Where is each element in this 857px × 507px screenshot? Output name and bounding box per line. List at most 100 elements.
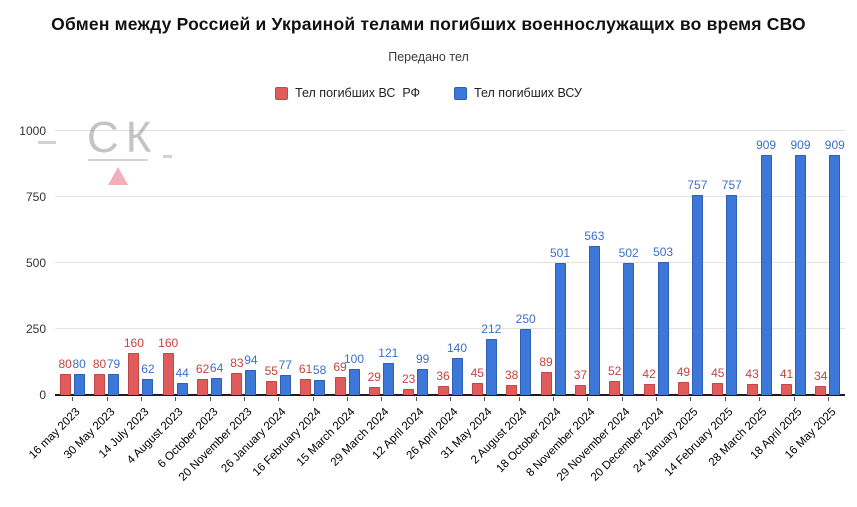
bar-rf-value-label: 62 bbox=[195, 361, 210, 376]
bar-rf-value-label: 160 bbox=[123, 335, 144, 350]
bar-rf-value-label: 69 bbox=[333, 359, 347, 374]
bar-vsu bbox=[588, 246, 600, 395]
bar-vsu bbox=[691, 195, 703, 395]
x-tick bbox=[278, 397, 280, 401]
x-tick bbox=[553, 397, 554, 401]
bar-vsu-value-label: 563 bbox=[584, 229, 605, 244]
bar-vsu-value-label: 502 bbox=[618, 245, 639, 260]
chart-title: Обмен между Россией и Украиной телами по… bbox=[51, 14, 806, 34]
bar-rf-value-label: 61 bbox=[298, 361, 313, 376]
bar-rf-value-label: 52 bbox=[608, 364, 622, 379]
bar-vsu bbox=[279, 374, 291, 395]
x-tick bbox=[587, 397, 589, 401]
bar-rf bbox=[506, 385, 518, 395]
bar-rf-value-label: 23 bbox=[402, 371, 416, 386]
bar-rf bbox=[265, 380, 277, 395]
bar-rf bbox=[643, 383, 655, 395]
y-tick-label: 0 bbox=[39, 388, 46, 402]
x-axis-labels: 16 may 2023 30 May 2023 14 July 2023 4 Augu… bbox=[27, 396, 845, 501]
chart-subtitle: Передано тел bbox=[388, 50, 469, 64]
bar-rf bbox=[712, 383, 724, 395]
bar-rf bbox=[128, 352, 140, 395]
x-tick bbox=[827, 397, 829, 401]
x-tick bbox=[415, 397, 417, 401]
bar-rf bbox=[746, 383, 758, 395]
bar-rf-value-label: 80 bbox=[92, 356, 107, 371]
bar-vsu-value-label: 44 bbox=[175, 366, 189, 381]
x-axis-label: 26 January 2024 bbox=[219, 406, 289, 476]
y-tick-label: 1000 bbox=[19, 124, 46, 138]
y-tick-label: 500 bbox=[25, 256, 46, 270]
bar-vsu bbox=[245, 370, 257, 395]
bar-rf-value-label: 80 bbox=[58, 356, 72, 371]
bar-rf-value-label: 36 bbox=[436, 368, 450, 383]
bar-rf-value-label: 29 bbox=[367, 370, 381, 385]
x-tick bbox=[243, 397, 245, 401]
bar-rf bbox=[781, 384, 792, 395]
bar-rf-value-label: 38 bbox=[505, 368, 519, 382]
bar-rf-value-label: 83 bbox=[230, 356, 244, 371]
bar-rf-value-label: 45 bbox=[711, 366, 725, 381]
bar-vsu-value-label: 99 bbox=[416, 351, 430, 366]
bar-vsu-value-label: 62 bbox=[141, 361, 155, 376]
x-tick bbox=[209, 397, 211, 401]
gridline-500 bbox=[55, 262, 845, 263]
bar-vsu bbox=[176, 383, 188, 395]
bar-vsu-value-label: 79 bbox=[106, 357, 121, 372]
bar-rf bbox=[403, 388, 415, 395]
bar-vsu-value-label: 212 bbox=[481, 322, 502, 336]
legend-item-vsu: Тел погибших ВСУ bbox=[454, 86, 582, 100]
bar-vsu-value-label: 501 bbox=[549, 245, 571, 260]
legend-label: Тел погибших ВС РФ bbox=[295, 86, 421, 100]
x-tick bbox=[724, 397, 726, 401]
bar-vsu-value-label: 121 bbox=[378, 346, 399, 361]
bar-vsu bbox=[795, 155, 806, 395]
bar-vsu bbox=[417, 368, 429, 395]
bar-rf-value-label: 37 bbox=[573, 368, 588, 383]
bar-vsu-value-label: 757 bbox=[687, 178, 708, 193]
bar-rf bbox=[334, 376, 346, 395]
bar-vsu-value-label: 94 bbox=[244, 353, 258, 368]
bar-rf bbox=[437, 385, 449, 395]
bar-rf bbox=[59, 373, 71, 395]
bar-rf bbox=[162, 352, 174, 395]
bar-vsu bbox=[623, 262, 635, 395]
bar-vsu-value-label: 58 bbox=[312, 362, 327, 377]
bar-rf-value-label: 43 bbox=[745, 366, 759, 381]
x-tick bbox=[175, 397, 177, 401]
bar-vsu bbox=[348, 368, 360, 395]
legend-swatch-icon bbox=[454, 86, 468, 100]
bar-vsu bbox=[485, 339, 497, 395]
bar-rf bbox=[300, 378, 312, 395]
bar-rf-value-label: 34 bbox=[814, 369, 828, 383]
x-axis-label: 6 October 2023 bbox=[155, 406, 221, 471]
bar-vsu-value-label: 909 bbox=[824, 138, 845, 152]
chart-legend: Тел погибших ВС РФ Тел погибших ВСУ bbox=[0, 86, 857, 100]
bar-vsu-value-label: 77 bbox=[278, 357, 292, 372]
x-tick bbox=[621, 397, 623, 401]
bar-vsu bbox=[554, 262, 566, 395]
bar-rf bbox=[677, 382, 689, 395]
bar-vsu bbox=[657, 262, 669, 395]
bar-rf bbox=[368, 387, 380, 395]
x-tick bbox=[484, 397, 486, 401]
bar-vsu-value-label: 757 bbox=[721, 178, 742, 193]
x-tick bbox=[656, 397, 658, 401]
bar-vsu bbox=[760, 155, 772, 395]
bar-rf-value-label: 42 bbox=[642, 366, 656, 381]
bar-vsu bbox=[520, 329, 532, 395]
x-axis-line bbox=[55, 394, 845, 396]
bar-vsu bbox=[451, 358, 463, 395]
y-tick-label: 250 bbox=[25, 322, 46, 336]
watermark-left-dash bbox=[38, 141, 56, 144]
bar-vsu bbox=[142, 378, 154, 395]
bar-vsu-value-label: 909 bbox=[756, 138, 777, 152]
legend-item-rf: Тел погибших ВС РФ bbox=[275, 86, 420, 100]
bar-vsu-value-label: 909 bbox=[790, 138, 811, 152]
bar-vsu-value-label: 503 bbox=[653, 245, 674, 260]
x-tick bbox=[381, 397, 383, 401]
x-tick bbox=[450, 397, 451, 401]
x-tick bbox=[72, 397, 74, 401]
bar-rf bbox=[231, 373, 243, 395]
bar-rf bbox=[471, 383, 483, 395]
